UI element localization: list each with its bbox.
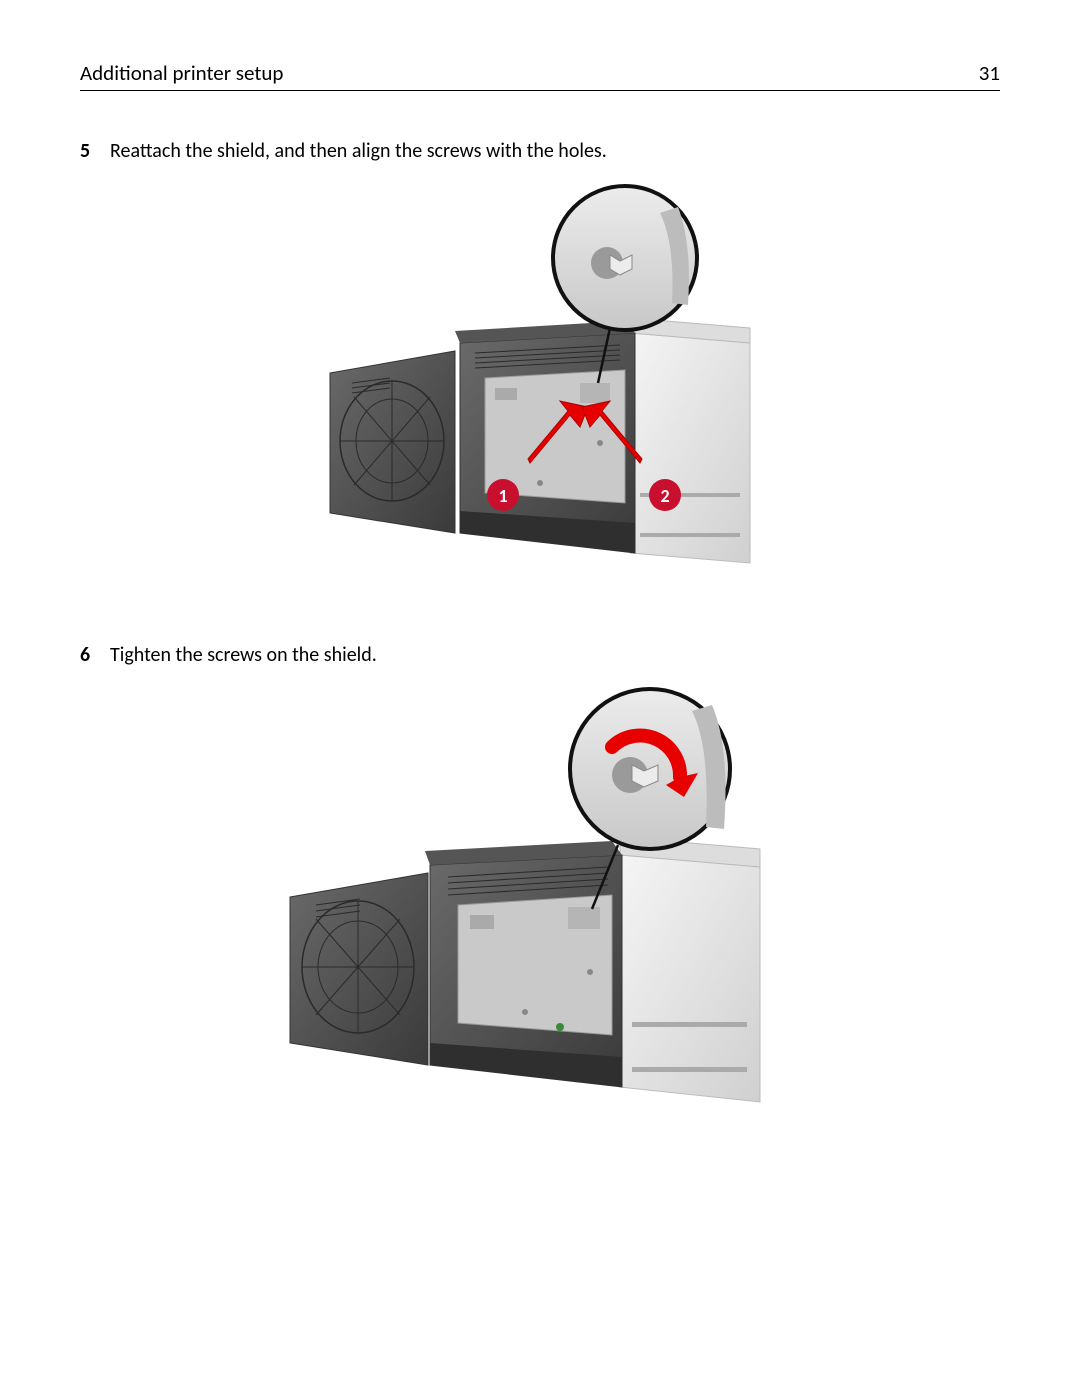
callout-1-badge: 1 bbox=[487, 479, 519, 511]
step-text: Tighten the screws on the shield. bbox=[110, 643, 377, 667]
page-number: 31 bbox=[979, 60, 1000, 86]
step-number: 5 bbox=[80, 139, 98, 163]
step-5: 5 Reattach the shield, and then align th… bbox=[80, 139, 1000, 163]
callout-1-label: 1 bbox=[498, 485, 507, 507]
figure-1: 1 2 bbox=[80, 183, 1000, 583]
step-text: Reattach the shield, and then align the … bbox=[110, 139, 607, 163]
callout-2-badge: 2 bbox=[649, 479, 681, 511]
callout-2-label: 2 bbox=[660, 485, 669, 507]
step-number: 6 bbox=[80, 643, 98, 667]
page-header: Additional printer setup 31 bbox=[80, 60, 1000, 91]
figure-2 bbox=[80, 687, 1000, 1117]
header-title: Additional printer setup bbox=[80, 60, 283, 86]
step-6: 6 Tighten the screws on the shield. bbox=[80, 643, 1000, 667]
page-container: Additional printer setup 31 5 Reattach t… bbox=[0, 0, 1080, 1237]
